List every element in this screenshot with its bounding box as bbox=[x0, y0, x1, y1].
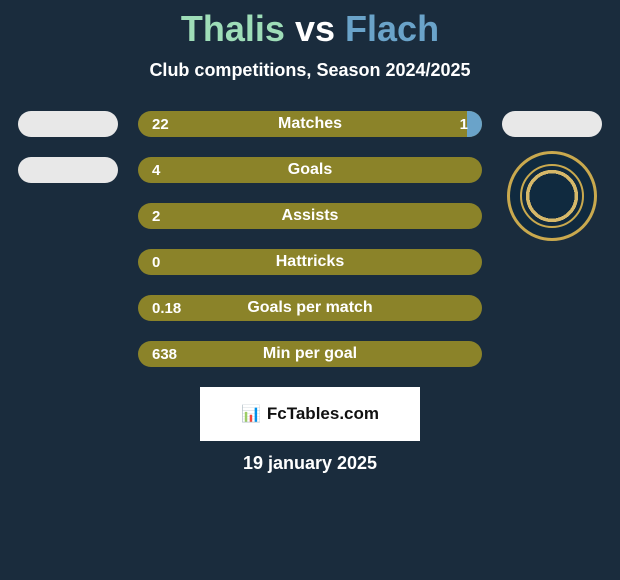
metric-row: 0.18Goals per match bbox=[0, 295, 620, 321]
right-avatar-slot bbox=[502, 157, 602, 183]
comparison-rows: 221Matches 4Goals 2Assists 0Hattricks 0.18Go… bbox=[0, 111, 620, 367]
brand-badge: 📊 FcTables.com bbox=[200, 387, 420, 441]
left-avatar-slot bbox=[18, 203, 118, 229]
stat-bar: 221Matches bbox=[138, 111, 482, 137]
metric-row: 2Assists bbox=[0, 203, 620, 229]
stat-label: Matches bbox=[138, 115, 482, 133]
player1-avatar-placeholder bbox=[18, 111, 118, 137]
stat-label: Assists bbox=[138, 207, 482, 225]
right-avatar-slot bbox=[502, 111, 602, 137]
snapshot-date: 19 january 2025 bbox=[0, 453, 620, 474]
left-avatar-slot bbox=[18, 295, 118, 321]
subtitle: Club competitions, Season 2024/2025 bbox=[0, 60, 620, 81]
stat-bar: 0.18Goals per match bbox=[138, 295, 482, 321]
vs-separator: vs bbox=[295, 8, 335, 49]
left-avatar-slot bbox=[18, 341, 118, 367]
stat-bar: 4Goals bbox=[138, 157, 482, 183]
comparison-title: Thalis vs Flach bbox=[0, 8, 620, 50]
stat-label: Goals per match bbox=[138, 299, 482, 317]
player2-name: Flach bbox=[345, 8, 439, 49]
brand-text: FcTables.com bbox=[267, 404, 379, 424]
right-avatar-slot bbox=[502, 249, 602, 275]
metric-row: 4Goals bbox=[0, 157, 620, 183]
metric-row: 221Matches bbox=[0, 111, 620, 137]
right-avatar-slot bbox=[502, 203, 602, 229]
left-avatar-slot bbox=[18, 111, 118, 137]
metric-row: 0Hattricks bbox=[0, 249, 620, 275]
metric-row: 638Min per goal bbox=[0, 341, 620, 367]
right-avatar-slot bbox=[502, 341, 602, 367]
stat-bar: 638Min per goal bbox=[138, 341, 482, 367]
player1-avatar-placeholder bbox=[18, 157, 118, 183]
stat-label: Goals bbox=[138, 161, 482, 179]
player2-avatar-placeholder bbox=[502, 111, 602, 137]
right-avatar-slot bbox=[502, 295, 602, 321]
stat-label: Hattricks bbox=[138, 253, 482, 271]
stat-label: Min per goal bbox=[138, 345, 482, 363]
player1-name: Thalis bbox=[181, 8, 285, 49]
stat-bar: 0Hattricks bbox=[138, 249, 482, 275]
chart-icon: 📊 bbox=[241, 404, 261, 424]
stat-bar: 2Assists bbox=[138, 203, 482, 229]
left-avatar-slot bbox=[18, 249, 118, 275]
left-avatar-slot bbox=[18, 157, 118, 183]
